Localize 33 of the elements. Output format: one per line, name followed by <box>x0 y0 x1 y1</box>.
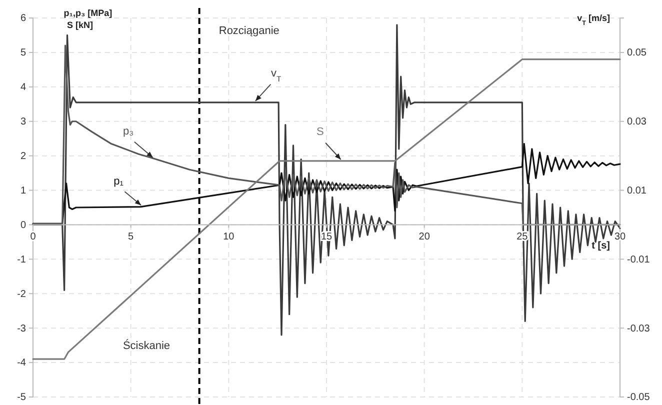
x-tick-label: 10 <box>223 232 235 243</box>
series-label: v$_{T}$ <box>271 67 282 83</box>
x-tick-label: 5 <box>128 232 134 243</box>
y-tick-label: 0 <box>20 220 26 231</box>
y-tick-label: 5 <box>20 48 26 59</box>
y2-tick-label: -0.03 <box>627 323 650 334</box>
y2-tick-label: -0.01 <box>627 254 650 266</box>
x-tick-label: 30 <box>614 232 626 243</box>
annotation: Ściskanie <box>122 338 170 352</box>
text: S <box>316 126 324 138</box>
y2-axis-title: v$_{T}$ [m/s] <box>577 13 610 26</box>
y-tick-label: 1 <box>20 185 26 196</box>
y-tick-label: 3 <box>20 116 26 128</box>
series-label: p₁ <box>114 176 124 188</box>
y-tick-label: -3 <box>17 323 26 334</box>
y-axis-title: p₁,p₃ [MPa] S [kN] <box>64 8 112 30</box>
x-tick-label: 0 <box>30 232 36 243</box>
y-tick-label: -5 <box>17 392 26 404</box>
y-tick-label: -4 <box>17 358 26 369</box>
y-tick-label: 2 <box>20 151 26 162</box>
y-tick-label: 4 <box>20 82 26 94</box>
series-label: p₃ <box>123 126 134 138</box>
y-tick-label: 6 <box>20 13 26 24</box>
x-axis-title: t [s] <box>592 240 610 252</box>
y-tick-label: -1 <box>17 254 26 266</box>
y2-tick-label: 0.05 <box>627 48 647 59</box>
annotation: Rozciąganie <box>218 25 280 37</box>
y2-tick-label: -0.05 <box>627 392 650 404</box>
y2-tick-label: 0.01 <box>627 185 647 196</box>
y-tick-label: -2 <box>17 288 26 300</box>
line-series <box>32 44 621 226</box>
x-tick-label: 20 <box>418 232 430 243</box>
y2-tick-label: 0.03 <box>627 116 647 128</box>
